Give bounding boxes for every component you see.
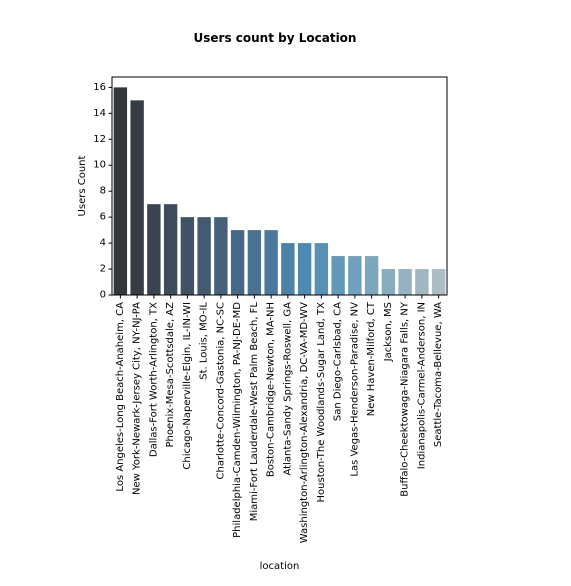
x-tick-label: Los Angeles-Long Beach-Anaheim, CA <box>115 302 126 492</box>
bar <box>180 217 195 295</box>
bar <box>264 230 278 295</box>
bar <box>348 256 362 295</box>
x-tick-label: Jackson, MS <box>383 302 394 362</box>
y-tick-label: 6 <box>100 212 106 223</box>
bar <box>113 87 128 295</box>
bar <box>364 256 379 295</box>
y-tick-label: 10 <box>93 160 106 171</box>
x-tick-label: Charlotte-Concord-Gastonia, NC-SC <box>215 302 226 480</box>
y-tick-label: 0 <box>100 290 106 301</box>
bar <box>415 269 429 295</box>
bars-group <box>113 87 446 295</box>
bar <box>297 243 312 295</box>
bar <box>281 243 295 295</box>
bar <box>197 217 211 295</box>
x-tick-label: Atlanta-Sandy Springs-Roswell, GA <box>282 302 293 476</box>
bar <box>147 204 161 295</box>
bar <box>331 256 345 295</box>
x-tick-label: St. Louis, MO-IL <box>199 302 210 380</box>
x-tick-label: Boston-Cambridge-Newton, MA-NH <box>266 302 277 477</box>
x-tick-label: Chicago-Naperville-Elgin, IL-IN-WI <box>182 302 193 470</box>
x-tick-label: Buffalo-Cheektowaga-Niagara Falls, NY <box>400 301 411 497</box>
x-tick-label: San Diego-Carlsbad, CA <box>333 302 344 421</box>
x-tick-label: Indianapolis-Carmel-Anderson, IN <box>416 302 427 469</box>
y-tick-label: 16 <box>93 82 106 93</box>
bar <box>314 243 329 295</box>
x-axis: Los Angeles-Long Beach-Anaheim, CA New Yo… <box>115 295 444 543</box>
y-tick-label: 2 <box>100 264 106 275</box>
y-axis: 0 2 4 6 8 10 12 14 16 <box>93 82 112 301</box>
x-tick-label: Dallas-Fort Worth-Arlington, TX <box>148 302 159 457</box>
bar <box>431 269 446 295</box>
chart-title: Users count by Location <box>194 31 357 45</box>
bar <box>230 230 245 295</box>
bar <box>130 100 144 295</box>
x-tick-label: Philadelphia-Camden-Wilmington, PA-NJ-DE… <box>232 302 243 538</box>
x-tick-label: Seattle-Tacoma-Bellevue, WA <box>433 302 444 447</box>
y-axis-label: Users Count <box>77 155 88 216</box>
y-tick-label: 12 <box>93 134 106 145</box>
bar <box>163 204 178 295</box>
x-tick-label: New Haven-Milford, CT <box>366 301 377 416</box>
x-tick-label: Houston-The Woodlands-Sugar Land, TX <box>316 302 327 503</box>
bar <box>247 230 262 295</box>
bar <box>381 269 396 295</box>
x-axis-label: location <box>260 561 300 572</box>
bar <box>214 217 228 295</box>
x-tick-label: Las Vegas-Henderson-Paradise, NV <box>349 302 360 477</box>
y-tick-label: 4 <box>100 238 106 249</box>
bar <box>398 269 412 295</box>
x-tick-label: Phoenix-Mesa-Scottsdale, AZ <box>165 302 176 448</box>
x-tick-label: New York-Newark-Jersey City, NY-NJ-PA <box>132 302 143 495</box>
y-tick-label: 8 <box>100 186 106 197</box>
x-tick-label: Washington-Arlington-Alexandria, DC-VA-M… <box>299 302 310 543</box>
x-tick-label: Miami-Fort Lauderdale-West Palm Beach, F… <box>249 302 260 522</box>
y-tick-label: 14 <box>93 108 106 119</box>
plot-frame <box>111 76 448 296</box>
